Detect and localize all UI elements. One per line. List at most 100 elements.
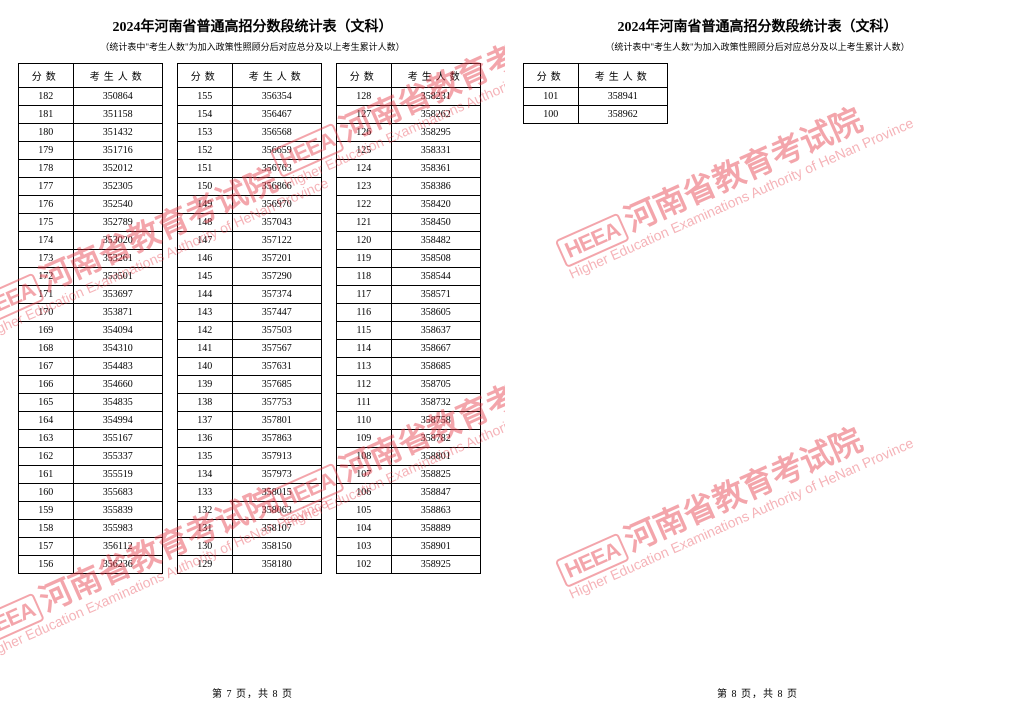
count-cell: 355167 [73, 430, 162, 448]
table-row: 112358705 [337, 376, 481, 394]
table-row: 167354483 [19, 358, 163, 376]
score-cell: 179 [19, 142, 74, 160]
count-cell: 357447 [232, 304, 321, 322]
score-cell: 111 [337, 394, 392, 412]
table-row: 157356112 [19, 538, 163, 556]
score-cell: 128 [337, 88, 392, 106]
score-cell: 172 [19, 268, 74, 286]
score-cell: 146 [178, 250, 233, 268]
table-row: 104358889 [337, 520, 481, 538]
watermark-logo-icon: HEEA [555, 212, 630, 268]
score-cell: 114 [337, 340, 392, 358]
score-cell: 133 [178, 484, 233, 502]
count-cell: 354994 [73, 412, 162, 430]
table-row: 148357043 [178, 214, 322, 232]
score-cell: 109 [337, 430, 392, 448]
count-cell: 355519 [73, 466, 162, 484]
count-header: 考生人数 [232, 64, 321, 88]
count-cell: 358732 [391, 394, 480, 412]
score-table-2: 分数考生人数1553563541543564671533565681523566… [177, 63, 322, 574]
score-cell: 131 [178, 520, 233, 538]
score-cell: 152 [178, 142, 233, 160]
score-cell: 165 [19, 394, 74, 412]
score-cell: 123 [337, 178, 392, 196]
watermark-logo-icon: HEEA [0, 592, 45, 648]
score-cell: 157 [19, 538, 74, 556]
score-table-1: 分数考生人数101358941100358962 [523, 63, 668, 124]
score-cell: 151 [178, 160, 233, 178]
score-cell: 156 [19, 556, 74, 574]
count-cell: 358667 [391, 340, 480, 358]
score-cell: 178 [19, 160, 74, 178]
count-cell: 358450 [391, 214, 480, 232]
count-cell: 352789 [73, 214, 162, 232]
count-cell: 352012 [73, 160, 162, 178]
score-cell: 104 [337, 520, 392, 538]
score-cell: 120 [337, 232, 392, 250]
page-footer: 第 7 页，共 8 页 [0, 685, 505, 700]
count-cell: 351158 [73, 106, 162, 124]
table-row: 118358544 [337, 268, 481, 286]
table-row: 108358801 [337, 448, 481, 466]
table-row: 158355983 [19, 520, 163, 538]
table-row: 170353871 [19, 304, 163, 322]
table-row: 171353697 [19, 286, 163, 304]
table-row: 151356763 [178, 160, 322, 178]
count-cell: 358941 [578, 88, 667, 106]
count-cell: 357685 [232, 376, 321, 394]
score-cell: 169 [19, 322, 74, 340]
table-row: 150356866 [178, 178, 322, 196]
score-cell: 143 [178, 304, 233, 322]
score-cell: 147 [178, 232, 233, 250]
page-8: 2024年河南省普通高招分数段统计表（文科） （统计表中"考生人数"为加入政策性… [505, 0, 1010, 714]
table-row: 144357374 [178, 286, 322, 304]
count-cell: 358901 [391, 538, 480, 556]
count-cell: 358107 [232, 520, 321, 538]
table-row: 182350864 [19, 88, 163, 106]
table-row: 109358782 [337, 430, 481, 448]
count-cell: 356236 [73, 556, 162, 574]
count-cell: 353871 [73, 304, 162, 322]
score-cell: 144 [178, 286, 233, 304]
count-cell: 358782 [391, 430, 480, 448]
watermark-logo-icon: HEEA [555, 532, 630, 588]
table-row: 137357801 [178, 412, 322, 430]
score-cell: 139 [178, 376, 233, 394]
table-row: 169354094 [19, 322, 163, 340]
count-cell: 354310 [73, 340, 162, 358]
score-cell: 122 [337, 196, 392, 214]
count-cell: 351432 [73, 124, 162, 142]
table-row: 120358482 [337, 232, 481, 250]
score-cell: 115 [337, 322, 392, 340]
count-cell: 357374 [232, 286, 321, 304]
table-row: 172353501 [19, 268, 163, 286]
page-footer: 第 8 页，共 8 页 [505, 685, 1010, 700]
count-cell: 357801 [232, 412, 321, 430]
table-row: 175352789 [19, 214, 163, 232]
count-cell: 358331 [391, 142, 480, 160]
page-subtitle: （统计表中"考生人数"为加入政策性照顾分后对应总分及以上考生累计人数） [523, 40, 992, 53]
table-row: 136357863 [178, 430, 322, 448]
score-header: 分数 [178, 64, 233, 88]
count-cell: 350864 [73, 88, 162, 106]
count-cell: 354835 [73, 394, 162, 412]
score-cell: 171 [19, 286, 74, 304]
table-row: 149356970 [178, 196, 322, 214]
score-cell: 180 [19, 124, 74, 142]
table-row: 145357290 [178, 268, 322, 286]
count-cell: 358386 [391, 178, 480, 196]
count-cell: 353020 [73, 232, 162, 250]
score-cell: 100 [524, 106, 579, 124]
count-cell: 354660 [73, 376, 162, 394]
count-cell: 357753 [232, 394, 321, 412]
page-subtitle: （统计表中"考生人数"为加入政策性照顾分后对应总分及以上考生累计人数） [18, 40, 487, 53]
table-row: 165354835 [19, 394, 163, 412]
count-cell: 354483 [73, 358, 162, 376]
score-cell: 103 [337, 538, 392, 556]
table-row: 130358150 [178, 538, 322, 556]
score-cell: 163 [19, 430, 74, 448]
page-title: 2024年河南省普通高招分数段统计表（文科） [523, 16, 992, 36]
count-cell: 357631 [232, 358, 321, 376]
table-row: 181351158 [19, 106, 163, 124]
score-cell: 135 [178, 448, 233, 466]
